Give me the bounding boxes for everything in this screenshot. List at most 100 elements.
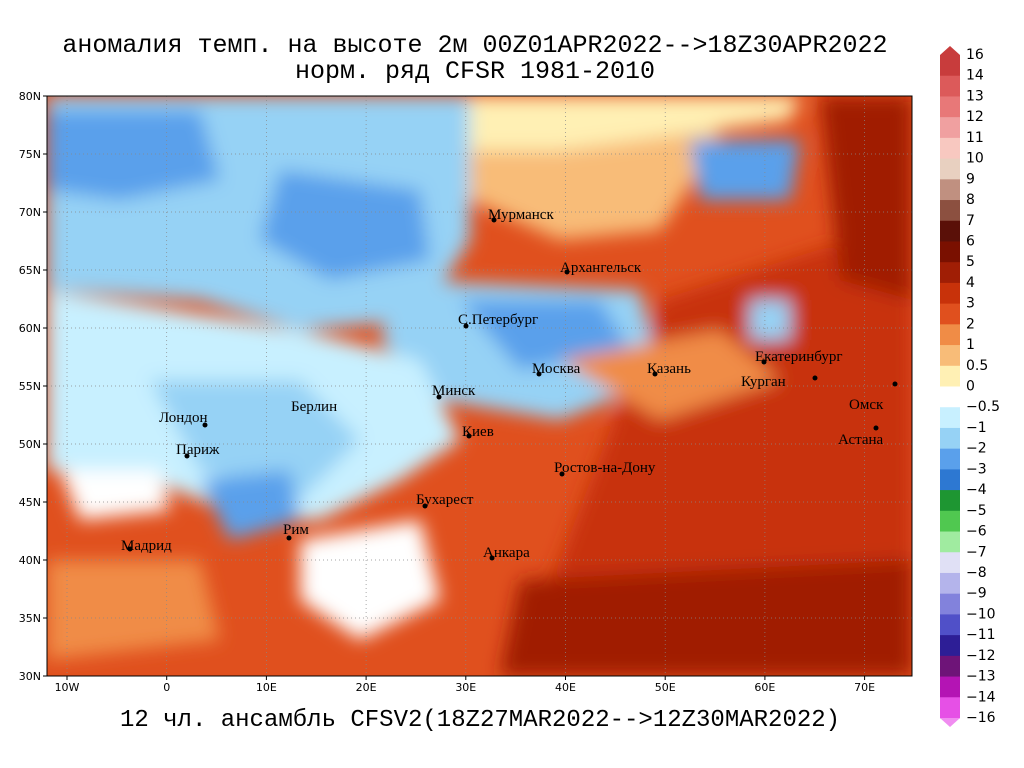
x-tick-label: 30E [455, 681, 476, 694]
city-label: Астана [838, 432, 884, 448]
colorbar-label: −7 [966, 544, 987, 560]
colorbar-label: 0.5 [966, 358, 988, 374]
colorbar-label: 3 [966, 296, 975, 312]
colorbar-bottom-arrow [940, 718, 960, 727]
colorbar-label: 12 [966, 109, 984, 125]
colorbar-label: 14 [966, 68, 984, 84]
y-tick-label: 75N [19, 148, 41, 161]
colorbar-swatch [940, 365, 960, 387]
city-label: Берлин [291, 399, 337, 415]
cities: Мурманск Архангельск С.Петербург Москва Каза… [121, 207, 898, 561]
colorbar-swatch [940, 117, 960, 139]
colorbar-swatch [940, 179, 960, 201]
y-tick-label: 60N [19, 322, 41, 335]
colorbar-swatch [940, 96, 960, 118]
city-dot [127, 546, 133, 552]
colorbar-label: −9 [966, 586, 987, 602]
title-line-1: аномалия темп. на высоте 2м 00Z01APR2022… [62, 31, 887, 60]
colorbar-swatch [940, 303, 960, 325]
colorbar-swatch [940, 552, 960, 574]
colorbar-label: −1 [966, 420, 987, 436]
colorbar-label: −16 [966, 710, 996, 726]
colorbar-swatch [940, 200, 960, 222]
city-dot [202, 422, 208, 428]
colorbar-swatch [940, 510, 960, 533]
colorbar-swatch [940, 427, 960, 450]
y-tick-label: 45N [19, 496, 41, 509]
colorbar-swatch [940, 158, 960, 180]
city-label: Екатеринбург [755, 349, 842, 365]
city-dot [489, 555, 495, 561]
colorbar-label: −10 [966, 606, 996, 622]
colorbar-label: −13 [966, 669, 996, 685]
colorbar-swatch [940, 55, 960, 77]
colorbar-label: 16 [966, 47, 984, 63]
colorbar-swatch [940, 635, 960, 657]
x-tick-label: 10E [256, 681, 277, 694]
axis-ticks: 10W 0 10E 20E 30E 40E 50E 60E 70E 80N 75N 70N 65N 60N… [19, 90, 875, 694]
y-tick-label: 40N [19, 554, 41, 567]
city-dot [812, 375, 818, 381]
colorbar-label: −12 [966, 648, 996, 664]
colorbar-label: −5 [966, 503, 987, 519]
footer: 12 чл. ансамбль CFSV2(18Z27MAR2022-->12Z… [120, 707, 840, 734]
city-dot [761, 359, 767, 365]
city-label: Курган [741, 374, 786, 390]
city-dot [559, 471, 565, 477]
city-label: Омск [849, 397, 884, 413]
colorbar-label: 7 [966, 213, 975, 229]
city-label: С.Петербург [458, 312, 538, 328]
title-line-2: норм. ряд CFSR 1981-2010 [295, 57, 655, 86]
y-tick-label: 55N [19, 380, 41, 393]
colorbar-label: 1 [966, 337, 975, 353]
colorbar-label: 8 [966, 192, 975, 208]
colorbar-swatch [940, 220, 960, 242]
city-dot [184, 453, 190, 459]
colorbar-label: 5 [966, 254, 975, 270]
colorbar-swatch [940, 407, 960, 429]
city-dot [286, 535, 292, 541]
x-tick-label: 50E [655, 681, 676, 694]
colorbar-label: −0.5 [966, 399, 1000, 415]
colorbar-swatch [940, 593, 960, 615]
city-label: Мурманск [488, 207, 554, 223]
x-tick-label: 70E [854, 681, 875, 694]
colorbar-swatch [940, 469, 960, 491]
city-dot [491, 217, 497, 223]
colorbar-top-arrow [940, 46, 960, 55]
colorbar-label: 0 [966, 379, 975, 395]
city-label: Анкара [483, 545, 530, 561]
colorbar-swatch [940, 386, 960, 408]
colorbar-label: −3 [966, 461, 987, 477]
colorbar-swatch [940, 324, 960, 346]
city-label: Лондон [159, 410, 208, 426]
city-label: Архангельск [560, 260, 642, 276]
city-dot [873, 425, 879, 431]
colorbar-label: −6 [966, 524, 987, 540]
city-dot [652, 371, 658, 377]
y-tick-label: 70N [19, 206, 41, 219]
city-label: Москва [532, 361, 581, 377]
y-tick-label: 50N [19, 438, 41, 451]
city-label: Киев [462, 424, 494, 440]
y-tick-label: 35N [19, 612, 41, 625]
colorbar-swatch [940, 345, 960, 367]
city-label: Ростов-на-Дону [554, 460, 656, 476]
colorbar-label: −2 [966, 441, 987, 457]
city-dot [892, 381, 898, 387]
colorbar-label: 11 [966, 130, 984, 146]
city-label: Рим [283, 522, 309, 538]
colorbar-label: −14 [966, 689, 996, 705]
colorbar-label: 10 [966, 151, 984, 167]
colorbar-swatch [940, 490, 960, 512]
city-dot [463, 323, 469, 329]
colorbar-swatch [940, 241, 960, 263]
colorbar-swatch [940, 75, 960, 97]
city-dot [422, 503, 428, 509]
city-label: Казань [647, 361, 691, 377]
x-tick-label: 40E [555, 681, 576, 694]
colorbar-swatch [940, 137, 960, 160]
colorbar-label: 6 [966, 233, 975, 249]
x-tick-label: 0 [163, 681, 170, 694]
